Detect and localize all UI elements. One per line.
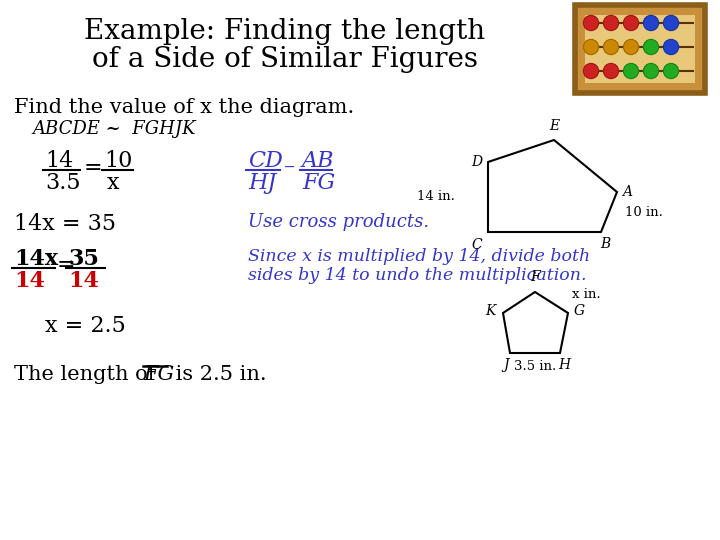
Text: J: J bbox=[503, 358, 509, 372]
Text: H: H bbox=[558, 358, 570, 372]
Text: of a Side of Similar Figures: of a Side of Similar Figures bbox=[92, 46, 478, 73]
Text: 3.5 in.: 3.5 in. bbox=[514, 360, 556, 373]
Text: ABCDE ~  FGHJK: ABCDE ~ FGHJK bbox=[32, 120, 196, 138]
Circle shape bbox=[644, 16, 659, 30]
Text: 14: 14 bbox=[14, 270, 45, 292]
Text: K: K bbox=[485, 304, 496, 318]
Circle shape bbox=[583, 16, 598, 30]
Text: 14: 14 bbox=[68, 270, 99, 292]
Circle shape bbox=[624, 64, 639, 78]
Text: FG: FG bbox=[302, 172, 336, 194]
Text: C: C bbox=[472, 238, 482, 252]
Text: The length of: The length of bbox=[14, 365, 156, 384]
Circle shape bbox=[603, 16, 618, 30]
Text: Find the value of x the diagram.: Find the value of x the diagram. bbox=[14, 98, 354, 117]
Text: 14 in.: 14 in. bbox=[417, 191, 455, 204]
Text: 14x: 14x bbox=[14, 248, 58, 270]
FancyBboxPatch shape bbox=[575, 5, 705, 93]
Text: A: A bbox=[622, 185, 632, 199]
Circle shape bbox=[664, 64, 678, 78]
Text: B: B bbox=[600, 237, 610, 251]
Circle shape bbox=[583, 39, 598, 55]
Text: 3.5: 3.5 bbox=[45, 172, 81, 194]
Circle shape bbox=[644, 64, 659, 78]
Text: E: E bbox=[549, 119, 559, 133]
Circle shape bbox=[603, 64, 618, 78]
Text: F: F bbox=[530, 270, 540, 284]
Text: x in.: x in. bbox=[572, 288, 600, 301]
Circle shape bbox=[624, 39, 639, 55]
Circle shape bbox=[664, 16, 678, 30]
FancyBboxPatch shape bbox=[585, 15, 695, 83]
Text: D: D bbox=[471, 155, 482, 169]
Text: 35: 35 bbox=[68, 248, 99, 270]
Circle shape bbox=[624, 16, 639, 30]
Text: 14x = 35: 14x = 35 bbox=[14, 213, 116, 235]
Text: =: = bbox=[57, 254, 76, 276]
Text: is 2.5 in.: is 2.5 in. bbox=[169, 365, 266, 384]
Text: FG: FG bbox=[143, 365, 174, 384]
Text: Example: Finding the length: Example: Finding the length bbox=[84, 18, 485, 45]
Text: x: x bbox=[107, 172, 120, 194]
Text: =: = bbox=[84, 157, 103, 179]
Text: 10 in.: 10 in. bbox=[625, 206, 663, 219]
Text: –: – bbox=[284, 157, 295, 179]
Text: sides by 14 to undo the multiplication.: sides by 14 to undo the multiplication. bbox=[248, 267, 587, 284]
Text: Use cross products.: Use cross products. bbox=[248, 213, 429, 231]
Text: x = 2.5: x = 2.5 bbox=[45, 315, 126, 337]
Text: CD: CD bbox=[248, 150, 283, 172]
Text: Since x is multiplied by 14, divide both: Since x is multiplied by 14, divide both bbox=[248, 248, 590, 265]
Circle shape bbox=[664, 39, 678, 55]
Text: 10: 10 bbox=[104, 150, 132, 172]
Circle shape bbox=[603, 39, 618, 55]
Text: AB: AB bbox=[302, 150, 335, 172]
Circle shape bbox=[583, 64, 598, 78]
Text: 14: 14 bbox=[45, 150, 73, 172]
Text: G: G bbox=[574, 304, 585, 318]
Text: HJ: HJ bbox=[248, 172, 276, 194]
Circle shape bbox=[644, 39, 659, 55]
